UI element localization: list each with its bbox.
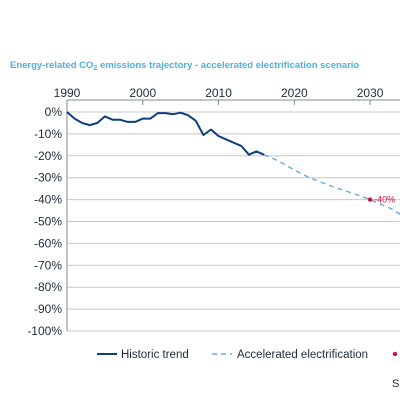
y-tick-label: 0% — [45, 105, 63, 119]
grid-layer — [67, 111, 400, 332]
y-tick-label: -80% — [34, 280, 62, 294]
x-tick-label: 2010 — [205, 86, 232, 100]
target-label: -40% — [374, 195, 395, 205]
x-tick-label: 2000 — [129, 86, 156, 100]
legend-label-historic: Historic trend — [121, 349, 189, 361]
x-tick-label: 2020 — [281, 86, 308, 100]
x-tick-label: 2030 — [357, 86, 384, 100]
y-tick-label: -40% — [34, 193, 62, 207]
y-tick-label: -10% — [34, 127, 62, 141]
y-tick-label: -50% — [34, 215, 62, 229]
y-tick-label: -20% — [34, 149, 62, 163]
x-tick-label: 1990 — [54, 86, 81, 100]
y-tick-label: -90% — [34, 302, 62, 316]
annotation-layer: -40% — [367, 195, 395, 205]
source-note: S — [392, 378, 400, 390]
legend: Historic trend Accelerated electrificatio… — [97, 349, 398, 361]
y-tick-label: -30% — [34, 171, 62, 185]
y-tick-label: -60% — [34, 236, 62, 250]
series-line-accelerated-electrification — [263, 154, 400, 215]
axis-layer: 0% -10% -20% -30% -40% -50% -60% -70% -80% -90% -1… — [27, 86, 400, 338]
series-layer — [66, 111, 400, 215]
legend-swatch-target — [392, 351, 398, 357]
target-marker — [367, 197, 373, 202]
y-tick-label: -70% — [34, 258, 62, 272]
legend-label-accelerated: Accelerated electrification — [237, 349, 368, 361]
series-line-historic-trend — [66, 111, 265, 156]
chart-title: Energy-related CO2 emissions trajectory … — [10, 60, 360, 72]
y-tick-label: -100% — [27, 324, 62, 338]
